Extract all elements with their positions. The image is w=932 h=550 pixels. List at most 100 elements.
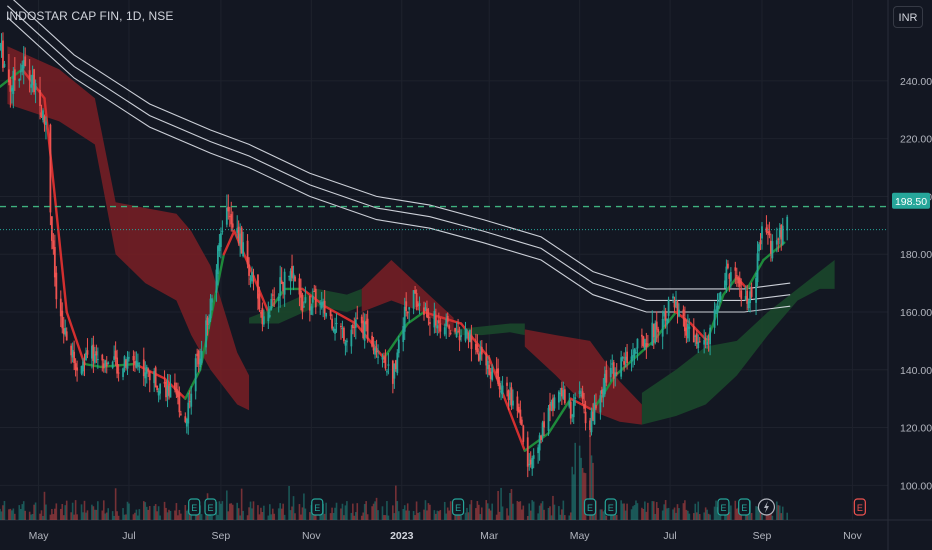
candle-up[interactable] (718, 300, 720, 302)
candle-down[interactable] (768, 230, 771, 236)
candle-down[interactable] (343, 327, 345, 342)
candlesticks[interactable] (0, 32, 789, 478)
candle-down[interactable] (298, 278, 301, 295)
candle-up[interactable] (393, 363, 396, 379)
earnings-marker-icon[interactable] (583, 498, 597, 516)
candle-down[interactable] (33, 69, 35, 93)
candle-down[interactable] (605, 370, 608, 383)
candle-up[interactable] (725, 266, 728, 286)
candle-up[interactable] (636, 338, 639, 349)
candle-down[interactable] (682, 309, 685, 317)
candle-down[interactable] (684, 318, 686, 332)
candle-up[interactable] (166, 385, 169, 397)
candle-up[interactable] (363, 321, 366, 341)
candle-up[interactable] (157, 390, 160, 396)
candle-up[interactable] (21, 65, 24, 72)
candle-down[interactable] (271, 294, 274, 296)
candle-up[interactable] (557, 391, 560, 403)
candle-down[interactable] (495, 369, 498, 374)
candle-up[interactable] (208, 318, 210, 324)
candle-up[interactable] (45, 121, 47, 125)
candle-down[interactable] (74, 363, 77, 371)
candle-up[interactable] (781, 225, 784, 245)
candle-up[interactable] (553, 397, 556, 409)
candle-down[interactable] (707, 338, 710, 340)
candle-up[interactable] (706, 341, 709, 345)
candle-up[interactable] (251, 272, 253, 282)
candle-up[interactable] (786, 216, 789, 231)
candle-up[interactable] (630, 356, 633, 361)
candle-down[interactable] (676, 301, 679, 311)
candle-down[interactable] (61, 310, 64, 329)
candle-up[interactable] (80, 365, 83, 374)
candle-up[interactable] (599, 395, 602, 413)
candle-down[interactable] (520, 419, 523, 425)
candle-down[interactable] (489, 371, 492, 379)
candle-up[interactable] (236, 228, 239, 233)
candle-up[interactable] (541, 422, 544, 437)
candle-up[interactable] (571, 415, 574, 417)
candle-down[interactable] (300, 290, 302, 298)
candle-up[interactable] (654, 322, 657, 344)
candle-down[interactable] (246, 240, 249, 265)
candle-down[interactable] (230, 214, 233, 225)
candle-up[interactable] (486, 360, 489, 370)
candle-up[interactable] (469, 330, 471, 342)
candle-up[interactable] (528, 463, 531, 466)
candle-up[interactable] (758, 244, 760, 252)
candle-down[interactable] (43, 116, 46, 125)
candle-up[interactable] (332, 328, 335, 332)
candle-down[interactable] (437, 320, 440, 324)
candle-down[interactable] (366, 318, 369, 340)
candle-down[interactable] (657, 329, 660, 333)
candle-up[interactable] (277, 296, 280, 301)
candle-down[interactable] (372, 347, 375, 351)
candle-up[interactable] (123, 356, 126, 368)
candle-up[interactable] (678, 309, 680, 317)
candle-up[interactable] (344, 342, 347, 346)
candle-down[interactable] (301, 294, 304, 312)
candle-up[interactable] (288, 275, 290, 277)
candle-down[interactable] (506, 382, 508, 386)
candle-up[interactable] (242, 242, 245, 257)
candle-up[interactable] (694, 335, 697, 337)
candle-up[interactable] (666, 318, 669, 325)
candle-up[interactable] (341, 327, 344, 330)
candle-down[interactable] (664, 310, 667, 321)
candle-down[interactable] (641, 334, 643, 337)
candle-up[interactable] (153, 371, 156, 384)
candle-up[interactable] (64, 327, 67, 335)
candle-down[interactable] (655, 321, 658, 330)
candle-up[interactable] (436, 325, 439, 329)
earnings-marker-icon[interactable] (717, 498, 730, 516)
candle-up[interactable] (268, 315, 271, 317)
candle-down[interactable] (383, 361, 385, 363)
candle-down[interactable] (692, 326, 695, 343)
candle-down[interactable] (174, 382, 176, 390)
candle-down[interactable] (391, 360, 394, 384)
candle-down[interactable] (176, 390, 179, 398)
candle-up[interactable] (547, 407, 550, 431)
candle-down[interactable] (340, 325, 342, 328)
candle-up[interactable] (104, 360, 107, 368)
candle-down[interactable] (147, 368, 150, 372)
candle-up[interactable] (262, 316, 265, 325)
candle-down[interactable] (365, 320, 368, 325)
candle-down[interactable] (685, 327, 688, 336)
candle-up[interactable] (572, 400, 575, 418)
candle-up[interactable] (387, 364, 390, 366)
candle-up[interactable] (93, 354, 96, 363)
candle-up[interactable] (30, 84, 33, 88)
candle-down[interactable] (695, 333, 698, 344)
candle-down[interactable] (231, 223, 234, 228)
candle-down[interactable] (526, 437, 529, 467)
candle-up[interactable] (374, 348, 376, 355)
candle-down[interactable] (70, 345, 73, 356)
candle-down[interactable] (179, 413, 182, 415)
candle-up[interactable] (283, 271, 286, 295)
candle-down[interactable] (114, 350, 117, 359)
candle-up[interactable] (320, 302, 323, 308)
candle-down[interactable] (476, 344, 479, 353)
candle-down[interactable] (434, 315, 437, 326)
